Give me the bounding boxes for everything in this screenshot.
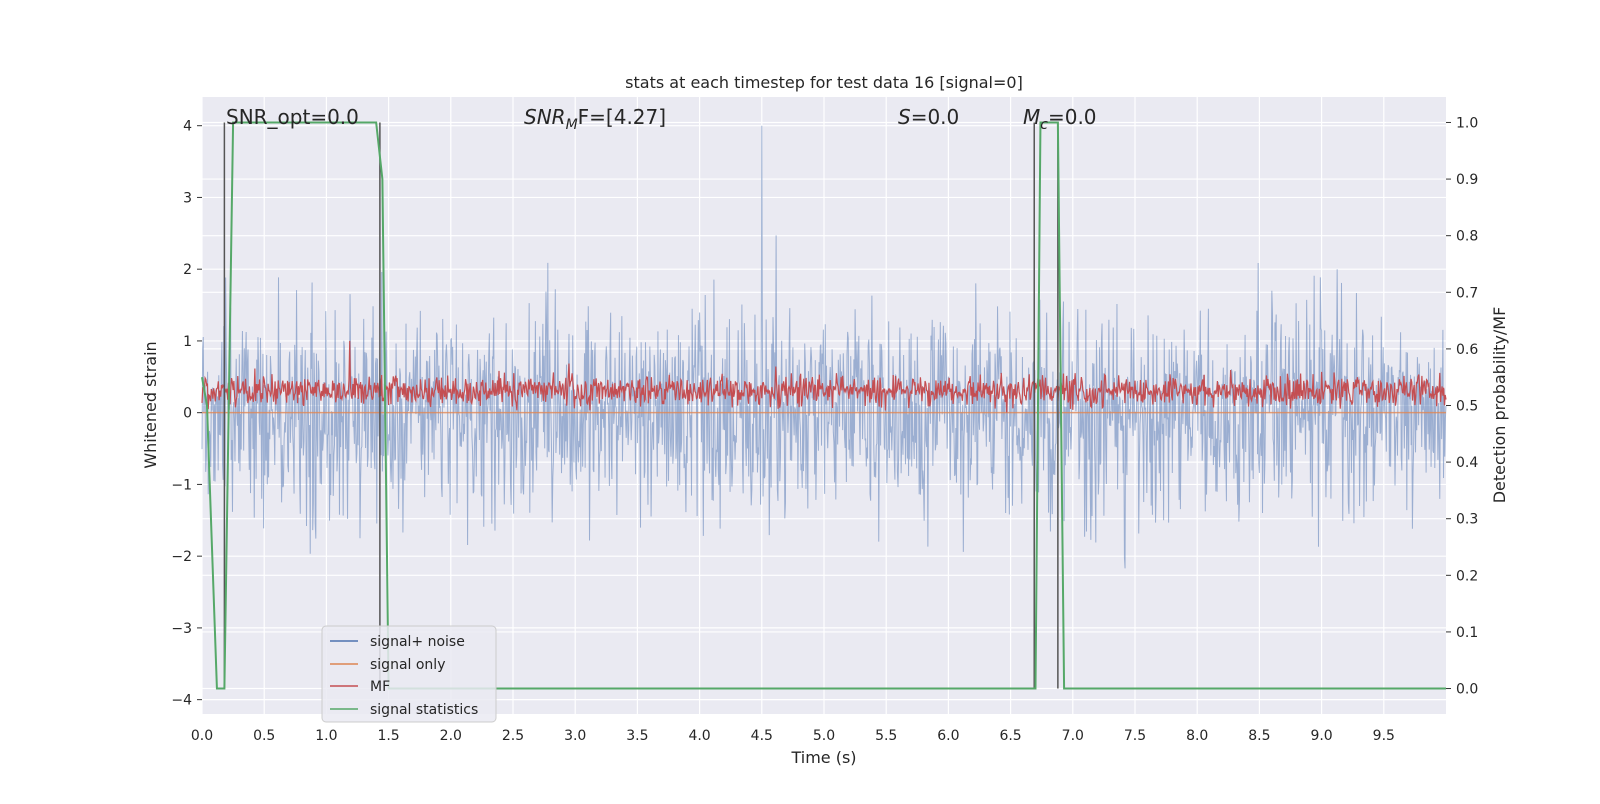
annotation-mc-suffix: =0.0 <box>1048 105 1097 129</box>
annotation-snr-opt: SNR_opt=0.0 <box>226 105 359 129</box>
legend-entry-signal-statistics: signal statistics <box>330 702 478 718</box>
y-tick-label-left: 2 <box>183 262 192 278</box>
y-tick-label-right: 0.6 <box>1456 342 1478 358</box>
x-tick-label: 9.5 <box>1373 728 1395 744</box>
legend-label-signal-only: signal only <box>370 657 445 673</box>
y-tick-label-left: −4 <box>171 693 192 709</box>
annotation-snr-mf-sub: M <box>566 117 578 133</box>
x-tick-label: 1.0 <box>315 728 337 744</box>
y-axis-label: Whitened strain <box>141 341 160 468</box>
x-tick-label: 2.5 <box>502 728 524 744</box>
y-tick-label-left: −1 <box>171 477 192 493</box>
y-tick-label-right: 1.0 <box>1456 115 1478 131</box>
x-tick-label: 0.5 <box>253 728 275 744</box>
series-line-mf <box>201 340 1447 413</box>
legend-entry-signal-noise: signal+ noise <box>330 634 465 650</box>
x-tick-label: 5.0 <box>813 728 835 744</box>
y-tick-label-right: 0.8 <box>1456 229 1478 245</box>
annotation-mc: Mc=0.0 <box>1023 105 1097 133</box>
legend-label-mf: MF <box>370 679 390 695</box>
y-tick-label-left: 4 <box>183 119 192 135</box>
x-tick-label: 4.0 <box>688 728 710 744</box>
x-tick-label: 7.5 <box>1124 728 1146 744</box>
y-tick-label-right: 0.2 <box>1456 568 1478 584</box>
legend-box <box>321 625 497 723</box>
annotation-mc-prefix: M <box>1023 105 1040 129</box>
y-tick-label-right: 0.1 <box>1456 625 1478 641</box>
legend: signal+ noise signal only MF signal stat… <box>321 625 497 723</box>
legend-entry-signal-only: signal only <box>330 657 445 673</box>
series-line-signal-statistics <box>201 121 1446 690</box>
annotation-s-stat-suffix: =0.0 <box>911 105 960 129</box>
x-tick-label: 7.0 <box>1062 728 1084 744</box>
series-line-signal-noise <box>201 125 1447 569</box>
y-axis-right-label: Detection probability/MF <box>1490 307 1509 504</box>
legend-label-signal-statistics: signal statistics <box>370 702 478 718</box>
x-tick-label: 0.0 <box>191 728 213 744</box>
x-tick-label: 5.5 <box>875 728 897 744</box>
y-tick-label-right: 0.3 <box>1456 512 1478 528</box>
legend-label-signal-noise: signal+ noise <box>370 634 465 650</box>
y-tick-label-right: 0.5 <box>1456 399 1478 415</box>
annotation-snr-mf-suffix: F=[4.27] <box>578 105 666 129</box>
legend-entry-mf: MF <box>330 679 390 695</box>
x-tick-label: 6.0 <box>937 728 959 744</box>
y-tick-label-left: 3 <box>183 190 192 206</box>
mf-series-layer <box>201 340 1447 413</box>
ticks-layer: 0.0 0.5 1.0 1.5 2.0 2.5 3.0 3.5 4.0 4.5 5.0 5.5 6.0 6… <box>171 115 1478 744</box>
x-tick-label: 8.5 <box>1248 728 1270 744</box>
y-tick-label-right: 0.4 <box>1456 455 1478 471</box>
x-axis-label: Time (s) <box>790 748 856 767</box>
x-tick-label: 2.0 <box>440 728 462 744</box>
y-tick-label-right: 0.0 <box>1456 682 1478 698</box>
x-tick-label: 3.5 <box>626 728 648 744</box>
x-tick-label: 4.5 <box>751 728 773 744</box>
x-tick-label: 6.5 <box>999 728 1021 744</box>
y-tick-label-left: 1 <box>183 334 192 350</box>
signal-statistics-layer <box>201 121 1446 690</box>
annotation-s-stat: S=0.0 <box>898 105 959 129</box>
y-tick-label-right: 0.9 <box>1456 172 1478 188</box>
y-tick-label-right: 0.7 <box>1456 285 1478 301</box>
vertical-lines-layer <box>223 122 1059 689</box>
x-tick-label: 3.0 <box>564 728 586 744</box>
y-tick-label-left: −3 <box>171 621 192 637</box>
x-tick-label: 1.5 <box>377 728 399 744</box>
annotation-s-stat-prefix: S <box>898 105 911 129</box>
annotation-mc-sub: c <box>1040 117 1048 133</box>
annotation-snr-mf: SNRMF=[4.27] <box>524 105 666 133</box>
chart-title: stats at each timestep for test data 16 … <box>625 73 1023 92</box>
y-tick-label-left: 0 <box>183 406 192 422</box>
x-tick-label: 9.0 <box>1310 728 1332 744</box>
x-tick-label: 8.0 <box>1186 728 1208 744</box>
annotation-snr-mf-prefix: SNR <box>524 105 566 129</box>
noise-series-layer <box>201 125 1447 569</box>
y-tick-label-left: −2 <box>171 549 192 565</box>
